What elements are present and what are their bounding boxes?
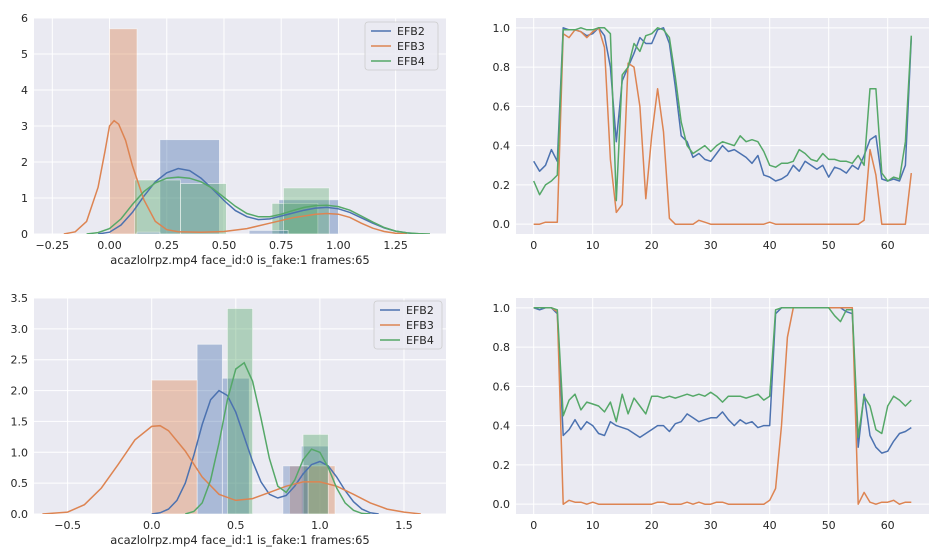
x-axis-label: acazlolrpz.mp4 face_id:0 is_fake:1 frame… xyxy=(110,253,369,267)
hist-bar-efb4 xyxy=(134,179,181,234)
y-tick-label: 3.5 xyxy=(11,292,29,305)
plot-marks xyxy=(42,308,421,514)
y-tick-label: 0.2 xyxy=(493,459,511,472)
legend-label-efb2: EFB2 xyxy=(406,304,434,317)
y-tick-label: 4 xyxy=(21,84,28,97)
x-tick-label: 40 xyxy=(763,239,777,252)
hist-bar-efb2 xyxy=(136,231,161,234)
hist-bar-efb4 xyxy=(226,308,254,514)
score-line-efb3 xyxy=(533,307,912,505)
y-tick-label: 0 xyxy=(21,228,28,241)
x-tick-label: 10 xyxy=(586,519,600,532)
x-tick-label: 30 xyxy=(704,239,718,252)
x-tick-label: 20 xyxy=(645,519,659,532)
x-tick-label: 1.5 xyxy=(395,519,413,532)
x-tick-label: 0.25 xyxy=(155,239,180,252)
y-tick-label: 1.0 xyxy=(493,22,511,35)
score-line-efb2 xyxy=(533,307,912,454)
legend-frame xyxy=(364,21,439,71)
y-tick-label: 0.2 xyxy=(493,179,511,192)
x-tick-label: 20 xyxy=(645,239,659,252)
y-tick-label: 0.0 xyxy=(11,508,29,521)
x-tick-label: 0.0 xyxy=(143,519,161,532)
x-tick-label: 0 xyxy=(530,239,537,252)
y-tick-label: 1.5 xyxy=(11,415,29,428)
x-tick-label: 0.50 xyxy=(212,239,237,252)
y-tick-label: 5 xyxy=(21,48,28,61)
y-tick-label: 1 xyxy=(21,192,28,205)
x-tick-label: 0 xyxy=(530,519,537,532)
x-tick-label: 50 xyxy=(822,519,836,532)
legend-frame xyxy=(373,300,443,350)
histogram-bars xyxy=(151,308,336,514)
y-tick-label: 6 xyxy=(21,12,28,25)
y-tick-label: 2.5 xyxy=(11,354,29,367)
legend-label-efb2: EFB2 xyxy=(397,25,425,38)
x-tick-label: 60 xyxy=(881,519,895,532)
x-tick-label: −0.5 xyxy=(54,519,81,532)
histogram-kde-face-0: −0.25 0.00 0.25 0.50 0.75 1.00 1.25 0 1 2 3 4 5 6 acaz… xyxy=(21,12,446,267)
kde-line-efb4 xyxy=(86,176,431,234)
y-tick-label: 0.8 xyxy=(493,341,511,354)
x-axis-label: acazlolrpz.mp4 face_id:1 is_fake:1 frame… xyxy=(110,533,369,547)
x-tick-label: 10 xyxy=(586,239,600,252)
x-tick-label: 60 xyxy=(881,239,895,252)
x-tick-label: 0.5 xyxy=(227,519,245,532)
y-tick-label: 1.0 xyxy=(11,446,29,459)
plot-marks xyxy=(533,27,913,225)
x-tick-label: 0.00 xyxy=(97,239,122,252)
score-line-efb4 xyxy=(533,307,912,439)
y-tick-label: 0.5 xyxy=(11,477,29,490)
y-tick-label: 3.0 xyxy=(11,323,29,336)
score-line-chart-face-1: 0 10 20 30 40 50 60 0.0 0.2 0.4 0.6 0.8 1.0 xyxy=(493,298,929,532)
x-tick-label: 0.75 xyxy=(269,239,294,252)
x-tick-label: −0.25 xyxy=(35,239,69,252)
legend-label-efb4: EFB4 xyxy=(406,334,434,347)
score-line-chart-face-0: 0 10 20 30 40 50 60 0.0 0.2 0.4 0.6 0.8 1.0 xyxy=(493,18,929,252)
hist-bar-efb3 xyxy=(109,28,138,234)
x-tick-label: 1.00 xyxy=(326,239,351,252)
plot-area xyxy=(516,298,929,514)
legend-label-efb3: EFB3 xyxy=(397,40,425,53)
y-tick-label: 2.0 xyxy=(11,385,29,398)
x-tick-label: 1.0 xyxy=(311,519,329,532)
x-tick-label: 40 xyxy=(763,519,777,532)
plot-area xyxy=(516,18,929,234)
y-tick-label: 0.8 xyxy=(493,61,511,74)
kde-line-efb3 xyxy=(63,119,408,234)
x-tick-label: 50 xyxy=(822,239,836,252)
kde-line-efb4 xyxy=(185,361,371,514)
histogram-bars xyxy=(109,28,339,234)
x-tick-label: 30 xyxy=(704,519,718,532)
hist-bar-efb4 xyxy=(302,433,329,514)
kde-line-efb3 xyxy=(42,424,421,514)
y-tick-label: 0.4 xyxy=(493,420,511,433)
plot-marks xyxy=(63,28,431,234)
legend: EFB2 EFB3 EFB4 xyxy=(373,300,443,350)
y-tick-label: 0.4 xyxy=(493,140,511,153)
legend: EFB2 EFB3 EFB4 xyxy=(364,21,439,71)
hist-bar-efb2 xyxy=(248,229,289,234)
histogram-kde-face-1: −0.5 0.0 0.5 1.0 1.5 0.0 0.5 1.0 1.5 2.0 2.5 3.0 3.5… xyxy=(11,292,446,547)
y-tick-label: 1.0 xyxy=(493,302,511,315)
legend-label-efb4: EFB4 xyxy=(397,55,425,68)
y-tick-label: 0.0 xyxy=(493,498,511,511)
kde-line-efb2 xyxy=(151,389,379,514)
score-line-efb4 xyxy=(533,27,913,202)
y-tick-label: 0.6 xyxy=(493,380,511,393)
hist-bar-efb4 xyxy=(180,183,227,234)
y-tick-label: 2 xyxy=(21,156,28,169)
y-tick-label: 0.6 xyxy=(493,100,511,113)
x-tick-label: 1.25 xyxy=(383,239,408,252)
legend-label-efb3: EFB3 xyxy=(406,319,434,332)
y-tick-label: 0.0 xyxy=(493,218,511,231)
hist-bar-efb3 xyxy=(151,379,198,514)
hist-bar-efb4 xyxy=(283,187,330,234)
plot-marks xyxy=(533,307,912,505)
y-tick-label: 3 xyxy=(21,120,28,133)
